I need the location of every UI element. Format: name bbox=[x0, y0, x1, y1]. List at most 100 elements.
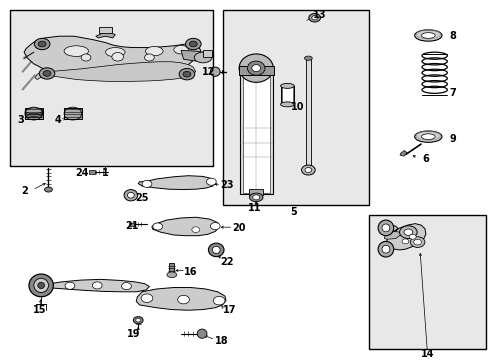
Circle shape bbox=[210, 222, 220, 230]
Circle shape bbox=[112, 53, 123, 61]
Ellipse shape bbox=[280, 102, 294, 107]
Text: 9: 9 bbox=[448, 134, 455, 144]
Ellipse shape bbox=[249, 193, 263, 202]
Ellipse shape bbox=[421, 33, 434, 38]
Text: 6: 6 bbox=[422, 154, 428, 164]
Circle shape bbox=[189, 41, 197, 47]
Circle shape bbox=[39, 68, 55, 79]
Ellipse shape bbox=[29, 274, 53, 297]
Circle shape bbox=[305, 167, 311, 172]
Ellipse shape bbox=[25, 112, 42, 118]
Bar bbox=[280, 86, 294, 105]
Text: 19: 19 bbox=[127, 329, 140, 339]
Bar bbox=[99, 27, 112, 33]
Circle shape bbox=[153, 223, 162, 230]
Circle shape bbox=[43, 71, 51, 76]
Bar bbox=[10, 10, 212, 166]
Circle shape bbox=[183, 71, 190, 77]
Bar bbox=[203, 50, 211, 58]
Bar bbox=[25, 108, 42, 119]
Text: 3: 3 bbox=[17, 114, 24, 125]
Text: 18: 18 bbox=[215, 337, 228, 346]
Ellipse shape bbox=[25, 111, 42, 116]
Ellipse shape bbox=[414, 30, 441, 41]
Polygon shape bbox=[24, 36, 200, 76]
Bar bbox=[89, 170, 95, 174]
Circle shape bbox=[179, 68, 194, 80]
Circle shape bbox=[141, 294, 153, 302]
Circle shape bbox=[252, 195, 259, 200]
Bar bbox=[222, 10, 368, 205]
Ellipse shape bbox=[166, 272, 176, 278]
Bar bbox=[305, 59, 310, 167]
Text: 1: 1 bbox=[102, 168, 109, 178]
Polygon shape bbox=[138, 176, 215, 190]
Text: 22: 22 bbox=[220, 257, 233, 267]
Circle shape bbox=[399, 226, 416, 239]
Text: 20: 20 bbox=[232, 223, 245, 233]
Bar bbox=[242, 76, 269, 193]
Bar bbox=[238, 66, 273, 75]
Circle shape bbox=[177, 295, 189, 304]
Text: 7: 7 bbox=[448, 88, 455, 98]
Circle shape bbox=[144, 54, 154, 61]
Circle shape bbox=[301, 165, 315, 175]
Text: 14: 14 bbox=[420, 349, 433, 359]
Ellipse shape bbox=[197, 329, 206, 338]
Ellipse shape bbox=[25, 109, 42, 115]
Circle shape bbox=[122, 283, 131, 290]
Bar bbox=[239, 73, 272, 194]
Polygon shape bbox=[96, 32, 115, 38]
Circle shape bbox=[38, 41, 46, 47]
Circle shape bbox=[142, 180, 152, 188]
Bar bbox=[64, 108, 81, 119]
Text: 23: 23 bbox=[220, 180, 233, 190]
Circle shape bbox=[92, 282, 102, 289]
Circle shape bbox=[403, 229, 412, 235]
Text: 21: 21 bbox=[125, 221, 138, 231]
Circle shape bbox=[413, 239, 421, 245]
Text: 8: 8 bbox=[448, 31, 455, 41]
Text: 10: 10 bbox=[290, 102, 304, 112]
Polygon shape bbox=[181, 50, 205, 61]
Polygon shape bbox=[384, 224, 425, 250]
Text: 11: 11 bbox=[247, 203, 261, 213]
Ellipse shape bbox=[127, 192, 134, 198]
Text: 17: 17 bbox=[222, 305, 236, 315]
Bar bbox=[169, 264, 174, 274]
Ellipse shape bbox=[38, 282, 44, 289]
Text: 12: 12 bbox=[202, 67, 215, 77]
Ellipse shape bbox=[34, 278, 48, 293]
Circle shape bbox=[408, 234, 415, 239]
Bar bbox=[282, 87, 292, 104]
Text: 25: 25 bbox=[135, 193, 148, 203]
Text: 13: 13 bbox=[312, 10, 325, 20]
Ellipse shape bbox=[64, 46, 88, 57]
Circle shape bbox=[65, 282, 75, 289]
Circle shape bbox=[311, 15, 317, 20]
Ellipse shape bbox=[145, 46, 163, 56]
Circle shape bbox=[191, 227, 199, 233]
Ellipse shape bbox=[44, 187, 52, 192]
Text: 4: 4 bbox=[55, 114, 61, 125]
Polygon shape bbox=[35, 62, 195, 82]
Ellipse shape bbox=[25, 108, 42, 114]
Ellipse shape bbox=[124, 190, 138, 201]
Ellipse shape bbox=[377, 242, 393, 257]
Ellipse shape bbox=[212, 246, 220, 253]
Circle shape bbox=[34, 38, 50, 50]
Ellipse shape bbox=[280, 84, 294, 88]
Ellipse shape bbox=[381, 245, 389, 253]
Bar bbox=[129, 222, 134, 226]
Ellipse shape bbox=[247, 61, 264, 75]
Text: 5: 5 bbox=[289, 207, 296, 217]
Ellipse shape bbox=[381, 224, 389, 232]
Ellipse shape bbox=[239, 54, 273, 82]
Circle shape bbox=[81, 54, 91, 61]
Polygon shape bbox=[41, 279, 149, 292]
Circle shape bbox=[206, 178, 216, 185]
Bar bbox=[368, 216, 485, 348]
Ellipse shape bbox=[208, 243, 224, 257]
Circle shape bbox=[213, 296, 224, 305]
Ellipse shape bbox=[210, 67, 220, 76]
